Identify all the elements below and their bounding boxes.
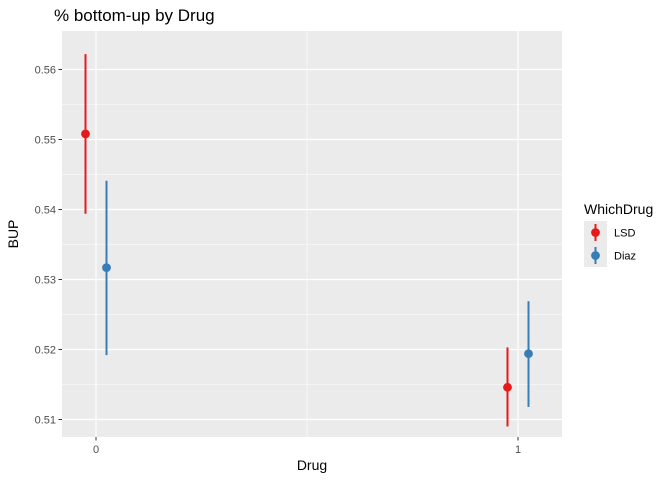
legend-title: WhichDrug <box>584 201 653 217</box>
x-axis-title: Drug <box>297 457 327 473</box>
legend: WhichDrug LSD Diaz <box>584 201 653 267</box>
plot-panel <box>62 31 562 437</box>
point-lsd <box>503 382 512 392</box>
legend-label-lsd: LSD <box>614 228 635 240</box>
y-axis-ticks: 0.51 0.52 0.53 0.54 0.55 0.56 <box>35 65 62 427</box>
legend-label-diaz: Diaz <box>614 251 636 263</box>
minor-gridlines <box>62 31 562 437</box>
chart-title: % bottom-up by Drug <box>54 6 215 25</box>
y-tick-label: 0.52 <box>35 345 56 357</box>
point-diaz <box>102 263 111 272</box>
legend-keys: LSD Diaz <box>584 221 636 267</box>
y-tick-label: 0.55 <box>35 135 56 147</box>
y-tick-label: 0.56 <box>35 65 56 77</box>
data-marks <box>81 54 533 427</box>
legend-key-point <box>591 251 600 260</box>
y-tick-label: 0.54 <box>35 205 56 217</box>
y-tick-label: 0.53 <box>35 275 56 287</box>
x-tick-label: 1 <box>515 444 521 456</box>
point-lsd <box>81 129 90 139</box>
y-tick-label: 0.51 <box>35 415 56 427</box>
legend-key-point <box>591 228 600 237</box>
major-gridlines <box>62 31 562 437</box>
point-diaz <box>524 349 533 359</box>
y-axis-title: BUP <box>5 220 21 249</box>
x-tick-label: 0 <box>93 444 99 456</box>
